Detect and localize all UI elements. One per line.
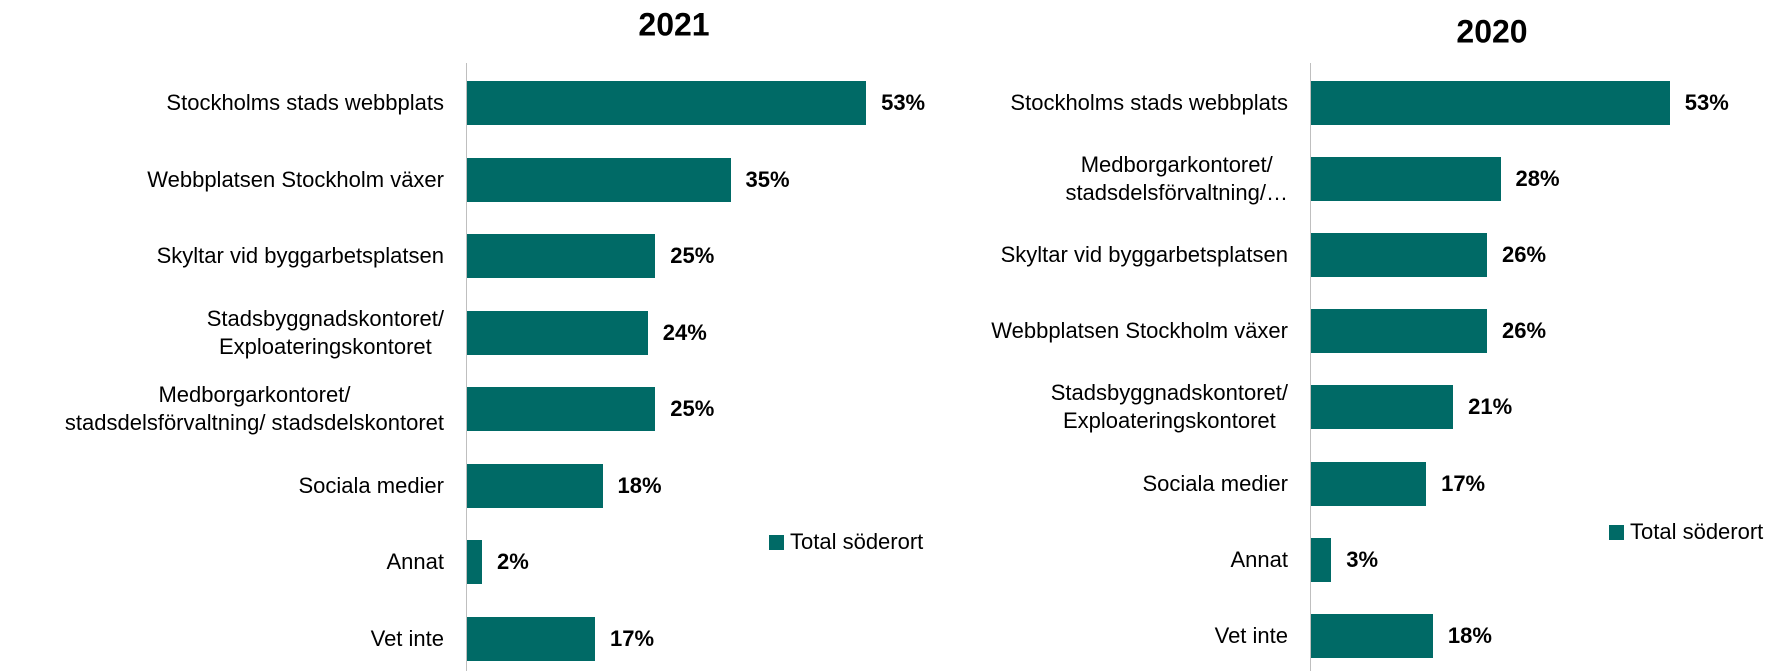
data-label: 35% — [745, 166, 790, 192]
data-label: 18% — [617, 472, 662, 498]
category-label: Stadsbyggnadskontoret/ Exploateringskont… — [1050, 380, 1288, 434]
legend: Total söderort — [769, 529, 923, 555]
bar — [467, 310, 648, 355]
data-label: 25% — [670, 243, 715, 268]
category-label: Skyltar vid byggarbetsplatsen — [1000, 242, 1288, 268]
bar — [1311, 537, 1332, 582]
bar — [1311, 309, 1488, 354]
bar — [467, 540, 483, 584]
chart-title: 2020 — [1456, 13, 1528, 50]
category-label: Webbplatsen Stockholm växer — [147, 166, 444, 192]
bar — [467, 463, 603, 508]
data-label: 17% — [610, 625, 655, 651]
category-label: Stadsbyggnadskontoret/ Exploateringskont… — [206, 305, 444, 359]
chart-title: 2021 — [638, 6, 710, 43]
bar — [1311, 613, 1433, 658]
legend-swatch — [769, 534, 784, 550]
bar — [1311, 233, 1488, 278]
category-label: Medborgarkontoret/ stadsdelsförvaltning/… — [1065, 152, 1288, 206]
category-label: Skyltar vid byggarbetsplatsen — [156, 243, 444, 268]
category-label: Annat — [386, 549, 445, 574]
bar — [1311, 461, 1427, 506]
legend-swatch — [1609, 524, 1624, 540]
bar — [467, 157, 731, 202]
category-label: Vet inte — [1214, 622, 1288, 648]
bar — [1311, 81, 1670, 125]
category-label: Stockholms stads webbplats — [166, 90, 444, 115]
data-label: 17% — [1441, 470, 1486, 496]
legend-label: Total söderort — [1630, 519, 1764, 544]
bar — [467, 616, 595, 661]
data-label: 3% — [1346, 546, 1379, 572]
category-label: Medborgarkontoret/ stadsdelsförvaltning/… — [64, 382, 444, 435]
data-label: 26% — [1502, 242, 1547, 268]
data-label: 53% — [881, 90, 926, 115]
legend-label: Total söderort — [790, 529, 924, 554]
data-label: 28% — [1515, 166, 1560, 192]
data-label: 26% — [1502, 318, 1547, 344]
data-label: 21% — [1468, 394, 1513, 420]
category-label: Sociala medier — [1142, 470, 1288, 496]
axis-line — [1310, 63, 1311, 671]
bar — [467, 387, 656, 431]
data-label: 53% — [1684, 90, 1729, 115]
category-label: Vet inte — [370, 625, 444, 651]
bar — [467, 234, 656, 278]
category-label: Annat — [1230, 546, 1289, 572]
data-label: 24% — [662, 319, 707, 345]
legend: Total söderort — [1609, 519, 1763, 545]
data-label: 18% — [1447, 622, 1492, 648]
bar — [467, 81, 867, 125]
category-label: Stockholms stads webbplats — [1010, 90, 1288, 115]
axis-line — [466, 63, 467, 671]
data-label: 25% — [670, 396, 715, 421]
category-label: Webbplatsen Stockholm växer — [991, 318, 1288, 344]
data-label: 2% — [497, 549, 529, 574]
bar — [1311, 157, 1501, 202]
category-label: Sociala medier — [298, 472, 444, 498]
bar — [1311, 385, 1454, 430]
